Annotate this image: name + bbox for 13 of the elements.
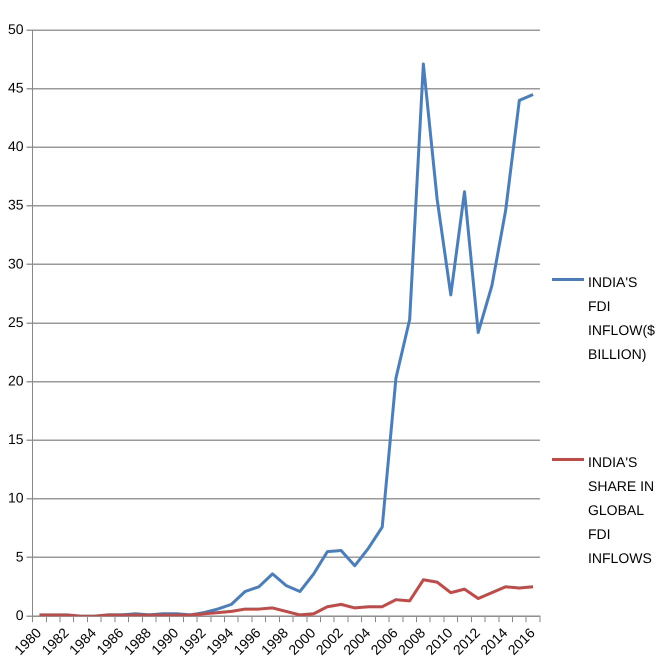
- y-tick-label: 40: [8, 138, 24, 154]
- y-tick-label: 30: [8, 255, 24, 272]
- y-tick-label: 50: [8, 20, 24, 37]
- y-tick-label: 5: [16, 548, 24, 564]
- y-tick-label: 20: [8, 372, 24, 389]
- y-tick-label: 35: [8, 196, 24, 213]
- y-tick-label: 25: [8, 314, 24, 330]
- y-tick-label: 15: [8, 431, 24, 448]
- legend-label: INDIA'S SHARE IN GLOBAL FDI INFLOWS: [588, 453, 656, 568]
- legend-label: INDIA'S FDI INFLOW($ BILLION): [588, 273, 656, 364]
- y-tick-label: 0: [16, 606, 24, 623]
- y-tick-label: 45: [8, 79, 24, 96]
- y-tick-label: 10: [8, 490, 24, 506]
